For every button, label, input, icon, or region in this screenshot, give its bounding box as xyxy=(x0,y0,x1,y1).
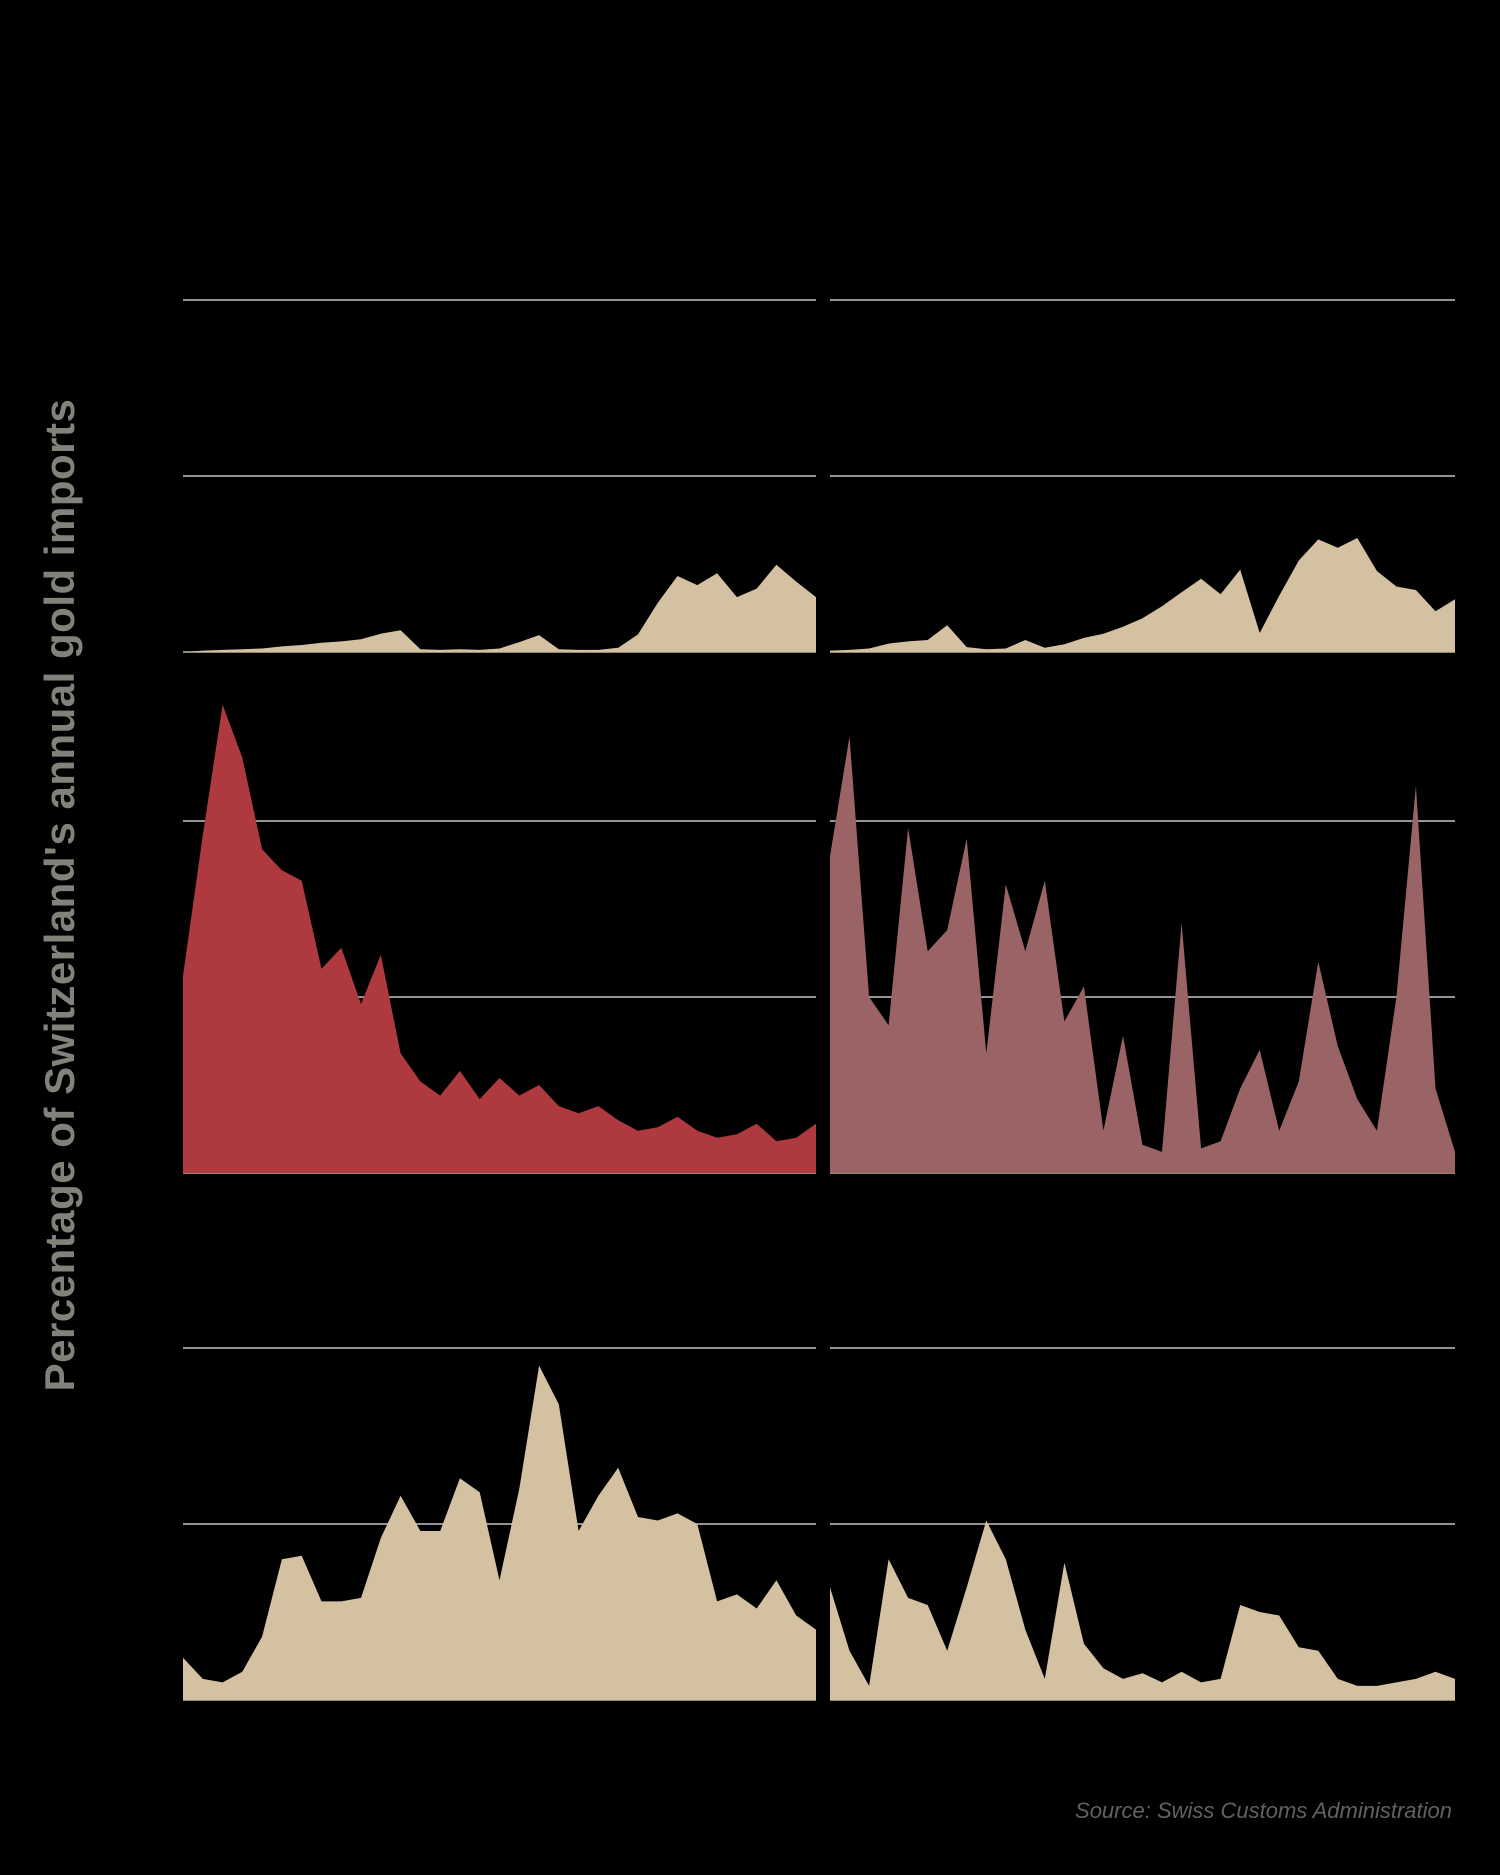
chart-panel-middle-left xyxy=(183,690,816,1174)
area-chart-top-left xyxy=(183,299,816,653)
chart-panel-bottom-left xyxy=(183,1290,816,1701)
area-series-bottom-left xyxy=(183,1365,816,1700)
area-chart-middle-right xyxy=(830,736,1455,1174)
area-chart-bottom-left xyxy=(183,1347,816,1701)
chart-panel-bottom-right xyxy=(830,1290,1455,1701)
area-series-middle-left xyxy=(183,704,816,1173)
chart-panel-middle-right xyxy=(830,690,1455,1174)
area-chart-middle-left xyxy=(183,704,816,1174)
source-credit: Source: Swiss Customs Administration xyxy=(1075,1798,1452,1823)
area-series-bottom-right xyxy=(830,1520,1455,1700)
area-chart-bottom-right xyxy=(830,1347,1455,1701)
area-chart-top-right xyxy=(830,299,1455,653)
area-series-middle-right xyxy=(830,736,1455,1173)
area-series-top-right xyxy=(830,538,1455,652)
chart-panel-top-left xyxy=(183,230,816,653)
area-series-top-left xyxy=(183,564,816,652)
y-axis-label: Percentage of Switzerland's annual gold … xyxy=(36,398,83,1392)
chart-panel-top-right xyxy=(830,230,1455,653)
